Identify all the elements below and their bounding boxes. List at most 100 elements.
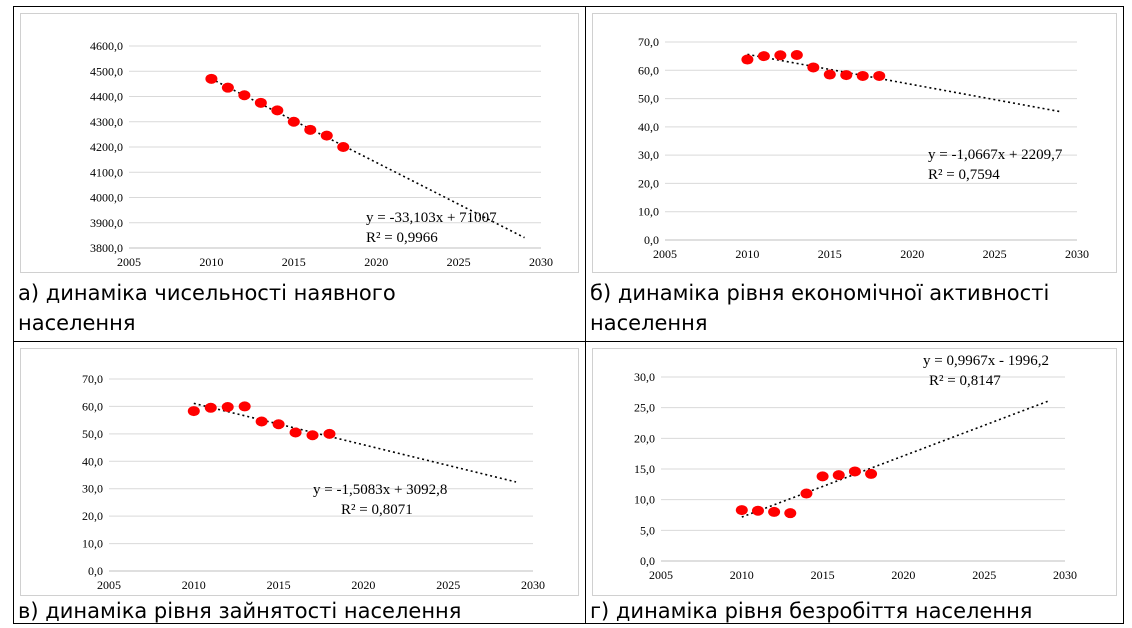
chart-frame-d: 0,0 5,0 10,0 15,0 20,0 25,0 30,0 2005 2010 2015 20… (592, 348, 1117, 596)
data-point (337, 142, 350, 152)
data-point (287, 116, 300, 127)
x-tick-label: 2010 (730, 568, 754, 582)
x-tick-label: 2030 (529, 255, 553, 269)
data-point (204, 402, 217, 413)
y-tick-label: 5,0 (640, 523, 655, 537)
trend-equation: y = 0,9967x - 1996,2 (923, 353, 1049, 369)
chart-c: 0,0 10,0 20,0 30,0 40,0 50,0 60,0 70,0 2005 2010 2… (82, 372, 545, 592)
data-point (865, 468, 878, 479)
data-point (800, 488, 813, 499)
trendline (211, 78, 525, 239)
data-point (187, 406, 200, 417)
data-point (741, 54, 754, 65)
figure-table: 3800,0 3900,0 4000,0 4100,0 4200,0 4300,0 4400… (13, 6, 1124, 624)
y-tick-label: 15,0 (634, 462, 655, 476)
table-horizontal-divider (14, 341, 1123, 342)
data-point (323, 428, 336, 439)
data-point (807, 62, 820, 73)
r-squared-label: R² = 0,9966 (366, 230, 438, 246)
x-tick-label: 2025 (436, 578, 460, 592)
r-squared-label: R² = 0,8147 (929, 373, 1001, 389)
x-tick-label: 2010 (199, 255, 223, 269)
chart-d: 0,0 5,0 10,0 15,0 20,0 25,0 30,0 2005 2010 2015 20… (634, 353, 1077, 582)
panel-a: 3800,0 3900,0 4000,0 4100,0 4200,0 4300,0 4400… (14, 7, 585, 341)
y-tick-label: 30,0 (638, 148, 659, 162)
trend-equation: y = -1,0667x + 2209,7 (928, 147, 1063, 163)
caption-c: в) динаміка рівня зайнятості населення (18, 599, 462, 623)
y-tick-label: 40,0 (638, 120, 659, 134)
y-tick-label: 30,0 (634, 370, 655, 384)
data-point (254, 97, 267, 108)
panel-d: 0,0 5,0 10,0 15,0 20,0 25,0 30,0 2005 2010 2015 20… (586, 342, 1123, 623)
data-point (751, 505, 764, 516)
y-tick-label: 60,0 (82, 399, 103, 413)
data-point (255, 416, 268, 427)
data-point (840, 70, 853, 81)
x-tick-label: 2030 (1053, 568, 1077, 582)
y-tick-label: 25,0 (634, 401, 655, 415)
x-tick-label: 2005 (117, 255, 141, 269)
data-point (784, 508, 797, 519)
data-point (289, 427, 302, 438)
x-tick-label: 2020 (900, 247, 924, 261)
data-point (320, 130, 333, 141)
y-tick-label: 10,0 (638, 205, 659, 219)
y-tick-label: 0,0 (88, 564, 103, 578)
x-tick-label: 2010 (735, 247, 759, 261)
y-tick-label: 20,0 (634, 431, 655, 445)
data-point (306, 430, 319, 441)
data-point (848, 466, 861, 477)
data-point (790, 50, 803, 61)
y-tick-label: 4400,0 (90, 90, 123, 104)
caption-b-line2: населення (590, 311, 708, 335)
x-tick-label: 2020 (351, 578, 375, 592)
y-tick-label: 3900,0 (90, 216, 123, 230)
data-point (816, 471, 829, 482)
x-tick-label: 2015 (267, 578, 291, 592)
caption-a-line2: населення (18, 311, 136, 335)
data-point (221, 82, 234, 93)
y-tick-label: 4200,0 (90, 140, 123, 154)
chart-frame-c: 0,0 10,0 20,0 30,0 40,0 50,0 60,0 70,0 2005 2010 2… (20, 348, 579, 596)
chart-a: 3800,0 3900,0 4000,0 4100,0 4200,0 4300,0 4400… (90, 39, 553, 269)
data-point (238, 90, 251, 101)
caption-a-line1: а) динаміка чисельності наявного (18, 281, 396, 305)
data-point (832, 470, 845, 481)
y-tick-label: 4600,0 (90, 39, 123, 53)
y-tick-label: 4000,0 (90, 191, 123, 205)
x-tick-label: 2025 (983, 247, 1007, 261)
data-point (823, 69, 836, 80)
y-tick-label: 10,0 (82, 537, 103, 551)
y-tick-label: 40,0 (82, 454, 103, 468)
data-point (205, 73, 218, 84)
data-point (304, 124, 317, 135)
y-tick-label: 4300,0 (90, 115, 123, 129)
y-tick-label: 70,0 (638, 35, 659, 49)
x-tick-label: 2020 (891, 568, 915, 582)
chart-frame-a: 3800,0 3900,0 4000,0 4100,0 4200,0 4300,0 4400… (20, 13, 579, 273)
r-squared-label: R² = 0,8071 (341, 502, 413, 518)
y-tick-label: 20,0 (82, 509, 103, 523)
x-tick-label: 2010 (182, 578, 206, 592)
x-tick-label: 2005 (649, 568, 673, 582)
r-squared-label: R² = 0,7594 (928, 167, 1000, 183)
data-point (735, 505, 748, 516)
x-tick-label: 2005 (97, 578, 121, 592)
data-point (272, 419, 285, 430)
y-tick-label: 0,0 (644, 233, 659, 247)
x-tick-label: 2015 (811, 568, 835, 582)
chart-frame-b: 0,0 10,0 20,0 30,0 40,0 50,0 60,0 70,0 2005 2010 2… (592, 13, 1117, 273)
chart-b: 0,0 10,0 20,0 30,0 40,0 50,0 60,0 70,0 2005 2010 2… (638, 35, 1089, 261)
trend-equation: y = -33,103x + 71007 (366, 210, 497, 226)
y-tick-label: 30,0 (82, 482, 103, 496)
panel-c: 0,0 10,0 20,0 30,0 40,0 50,0 60,0 70,0 2005 2010 2… (14, 342, 585, 623)
trendline (193, 402, 517, 483)
caption-d: г) динаміка рівня безробіття населення (590, 599, 1033, 623)
data-point (221, 401, 234, 412)
x-tick-label: 2025 (447, 255, 471, 269)
panel-b: 0,0 10,0 20,0 30,0 40,0 50,0 60,0 70,0 2005 2010 2… (586, 7, 1123, 341)
trend-equation: y = -1,5083x + 3092,8 (313, 482, 447, 498)
y-tick-label: 3800,0 (90, 241, 123, 255)
data-point (856, 70, 869, 81)
table-vertical-divider (585, 7, 586, 623)
